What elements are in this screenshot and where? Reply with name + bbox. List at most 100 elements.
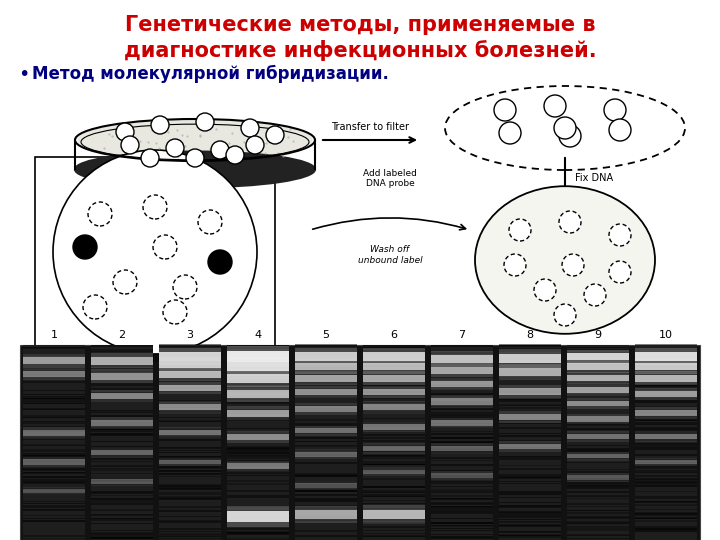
Bar <box>364 523 425 524</box>
Bar <box>91 523 153 524</box>
Bar <box>500 349 561 350</box>
Bar <box>295 363 356 365</box>
Bar <box>159 352 220 361</box>
Bar <box>228 463 289 469</box>
Bar <box>228 469 289 471</box>
Bar <box>567 361 629 362</box>
Bar <box>431 441 492 443</box>
Bar <box>500 348 561 350</box>
Bar <box>635 478 697 480</box>
Bar <box>91 519 153 521</box>
Bar <box>431 476 492 478</box>
Bar <box>159 387 220 388</box>
Bar <box>228 416 289 417</box>
Bar <box>228 453 289 454</box>
Text: •: • <box>18 65 30 84</box>
Bar <box>295 393 356 394</box>
Bar <box>228 475 289 476</box>
Bar <box>431 399 492 404</box>
Bar <box>364 491 425 492</box>
Bar <box>567 370 629 372</box>
Bar <box>91 457 153 458</box>
Bar <box>567 387 629 393</box>
Bar <box>500 374 561 375</box>
Bar <box>431 452 492 454</box>
Bar <box>159 346 220 347</box>
Bar <box>295 508 356 509</box>
Bar <box>500 493 561 495</box>
Bar <box>23 469 85 470</box>
Bar <box>295 504 356 506</box>
Bar <box>364 505 425 524</box>
Bar <box>295 485 356 487</box>
Bar <box>500 483 561 484</box>
Bar <box>23 450 85 452</box>
Bar <box>567 458 629 460</box>
Bar <box>159 486 220 487</box>
Bar <box>431 356 492 357</box>
Bar <box>23 457 85 467</box>
Text: 8: 8 <box>526 330 534 340</box>
Bar <box>635 397 697 399</box>
Bar <box>500 371 561 373</box>
Bar <box>431 507 492 508</box>
Bar <box>91 373 153 380</box>
Bar <box>567 517 629 519</box>
Bar <box>91 518 153 519</box>
Bar <box>567 400 629 401</box>
Bar <box>567 496 629 497</box>
Bar <box>635 430 697 431</box>
Bar <box>228 369 289 387</box>
Circle shape <box>196 113 214 131</box>
Bar <box>635 481 697 483</box>
Bar <box>159 461 220 462</box>
Bar <box>295 391 356 393</box>
Bar <box>295 490 356 492</box>
Bar <box>295 424 356 426</box>
Bar <box>91 453 153 455</box>
Bar <box>635 429 697 430</box>
Bar <box>23 483 85 484</box>
Bar <box>567 454 629 458</box>
Bar <box>159 371 220 378</box>
Bar <box>91 468 153 469</box>
Bar <box>295 408 356 410</box>
Bar <box>567 510 629 511</box>
Bar <box>91 392 153 394</box>
Bar <box>228 532 289 534</box>
Bar <box>364 350 425 352</box>
Bar <box>228 359 289 360</box>
Bar <box>431 448 492 450</box>
Bar <box>431 434 492 435</box>
Bar <box>91 514 153 516</box>
Bar <box>500 521 561 522</box>
Bar <box>500 441 561 451</box>
Bar <box>295 490 356 492</box>
Bar <box>500 357 561 359</box>
Bar <box>635 433 697 434</box>
Bar <box>91 447 153 457</box>
Bar <box>364 434 425 436</box>
Bar <box>91 533 153 534</box>
Circle shape <box>604 99 626 121</box>
Bar <box>500 389 561 391</box>
Bar <box>228 406 289 420</box>
Bar <box>228 436 289 437</box>
Bar <box>23 357 85 359</box>
Bar <box>635 443 697 444</box>
Bar <box>228 480 289 482</box>
Bar <box>431 503 492 504</box>
Bar <box>295 481 356 483</box>
Bar <box>364 478 425 480</box>
Bar <box>431 367 492 374</box>
Bar <box>228 402 289 404</box>
Bar <box>500 379 561 380</box>
Bar <box>431 416 492 418</box>
Bar <box>567 478 629 480</box>
Bar <box>635 436 697 437</box>
Bar <box>159 401 220 402</box>
Bar <box>635 460 697 464</box>
Bar <box>567 416 629 422</box>
Bar <box>500 399 561 400</box>
Bar <box>567 360 629 361</box>
